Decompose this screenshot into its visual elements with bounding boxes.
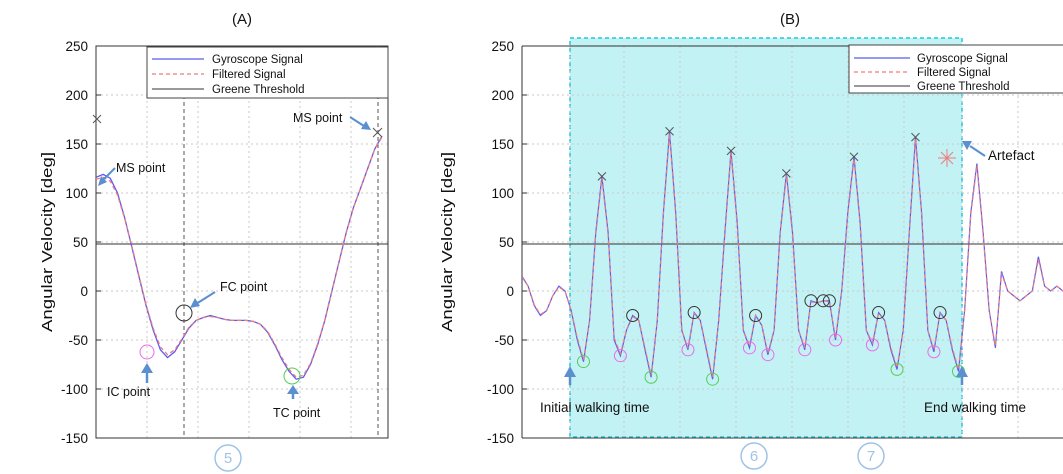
y-tick-label: -150	[487, 431, 514, 446]
y-tick-label: 200	[65, 88, 88, 103]
panel-b-artefact-arrow	[962, 141, 986, 157]
peak-marker	[726, 146, 736, 156]
panel-a-ms-marker-left	[92, 114, 102, 124]
y-tick-label: 0	[80, 284, 88, 299]
panel-a-ic-label: IC point	[107, 385, 151, 399]
panel-b-walking-window	[569, 37, 963, 438]
fc-event-marker	[816, 294, 830, 308]
legend-a-filtered-label: Filtered Signal	[212, 69, 286, 81]
y-tick-label: -50	[494, 333, 514, 348]
panel-a-title: (A)	[232, 11, 252, 28]
y-tick-label: 50	[73, 235, 88, 250]
y-tick-label: 0	[506, 284, 514, 299]
y-tick-label: -100	[487, 382, 514, 397]
fc-event-marker	[822, 294, 836, 308]
panel-a-y-axis-label: Angular Velocity [deg]	[39, 152, 56, 332]
panel-b-filtered-line	[522, 134, 1063, 378]
panel-b-end-label: End walking time	[924, 400, 1026, 415]
gait-event-marker	[576, 355, 590, 369]
panel-a-tc-label: TC point	[273, 406, 321, 420]
panel-b-artefact-label: Artefact	[988, 148, 1035, 163]
panel-b-footer-number-6: 6	[740, 442, 768, 470]
panel-a-legend: Gyroscope Signal Filtered Signal Greene …	[146, 46, 389, 99]
gait-event-marker	[761, 348, 775, 362]
panel-b-initial-arrow	[564, 366, 576, 385]
panel-a-tc-marker	[283, 367, 301, 385]
y-tick-label: 100	[491, 186, 514, 201]
fc-event-marker	[872, 306, 886, 320]
panel-b-y-ticks: 250 200 150 100 50 0 -50 -100 -150	[487, 39, 527, 446]
gait-event-marker	[865, 338, 879, 352]
fc-event-marker	[933, 306, 947, 320]
panel-a-fc-label: FC point	[220, 280, 268, 294]
panel-a-ic-marker	[139, 344, 155, 360]
y-tick-label: 50	[499, 235, 514, 250]
peak-marker	[597, 171, 607, 181]
y-tick-label: 150	[65, 137, 88, 152]
legend-b-filtered-label: Filtered Signal	[917, 67, 991, 79]
y-tick-label: 200	[491, 88, 514, 103]
svg-text:5: 5	[224, 450, 232, 467]
peak-marker	[911, 132, 920, 142]
legend-a-gyro-label: Gyroscope Signal	[212, 54, 303, 66]
gait-event-marker	[644, 370, 658, 384]
panel-b-initial-label: Initial walking time	[540, 400, 650, 415]
panel-b-end-arrow	[956, 366, 968, 385]
panel-a-ic-arrow	[141, 363, 153, 383]
panel-a-tc-arrow	[287, 385, 299, 399]
y-tick-label: -150	[61, 431, 88, 446]
panel-a-ms-marker-right	[372, 127, 383, 138]
legend-a-threshold-label: Greene Threshold	[212, 84, 304, 96]
gait-event-marker	[890, 362, 904, 376]
panel-a-ms-arrow-left	[98, 167, 116, 186]
panel-a-ms-label-right: MS point	[293, 111, 343, 125]
gait-event-marker	[706, 372, 720, 386]
fc-event-marker	[626, 309, 640, 322]
panel-a-fc-arrow	[190, 291, 216, 308]
panel-b-legend: Gyroscope Signal Filtered Signal Greene …	[848, 44, 1063, 94]
gait-event-marker	[742, 341, 756, 355]
gait-event-marker	[613, 349, 627, 363]
peak-marker	[665, 126, 674, 136]
panel-a-y-ticks: 250 200 150 100 50 0 -50 -100 -150	[61, 39, 101, 446]
panel-a-ms-label-left: MS point	[116, 161, 166, 175]
y-tick-label: -100	[61, 382, 88, 397]
y-tick-label: 250	[65, 39, 88, 54]
svg-text:6: 6	[750, 448, 758, 465]
y-tick-label: -50	[68, 333, 88, 348]
gait-event-marker	[798, 343, 812, 357]
gait-event-marker	[829, 333, 843, 347]
panel-b-title: (B)	[780, 11, 800, 28]
svg-text:7: 7	[867, 448, 875, 465]
legend-b-gyro-label: Gyroscope Signal	[917, 53, 1008, 65]
fc-event-marker	[687, 306, 701, 320]
fc-event-marker	[749, 309, 763, 322]
legend-b-threshold-label: Greene Threshold	[917, 81, 1009, 93]
gait-event-marker	[927, 345, 941, 359]
panel-b-grid	[522, 46, 1063, 438]
y-tick-label: 250	[491, 39, 514, 54]
panel-b-y-axis-label: Angular Velocity [deg]	[439, 152, 456, 332]
peak-marker	[781, 169, 791, 178]
y-tick-label: 100	[65, 186, 88, 201]
panel-a-footer-number: 5	[214, 444, 242, 472]
panel-a-ms-arrow-right	[349, 116, 371, 130]
y-tick-label: 150	[491, 137, 514, 152]
panel-b-artefact-star	[938, 149, 956, 167]
panel-b-event-markers	[576, 126, 965, 386]
panel-a-filtered-line	[96, 136, 383, 378]
gait-event-marker	[681, 343, 695, 357]
panel-a-fc-marker	[175, 304, 193, 322]
peak-marker	[849, 152, 859, 162]
panel-b-footer-number-7: 7	[857, 442, 885, 470]
